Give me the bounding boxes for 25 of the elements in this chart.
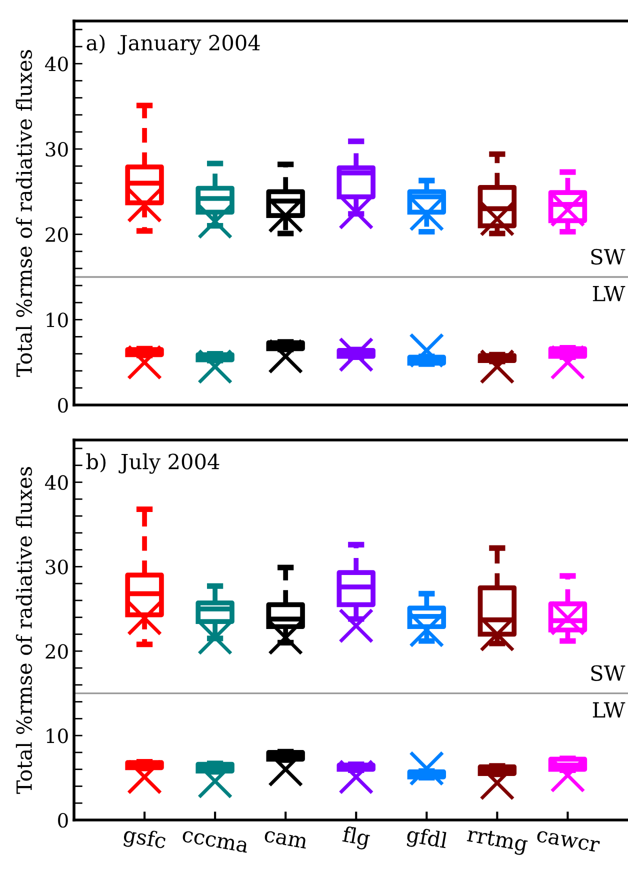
y-axis-title: Total %rmse of radiative fluxes xyxy=(16,50,32,377)
annotation: LW xyxy=(592,702,626,718)
x-tick-label: flg xyxy=(341,826,371,850)
y-tick-label: 20 xyxy=(46,644,68,659)
y-tick-label: 40 xyxy=(44,56,68,72)
y-tick-label: 0 xyxy=(58,398,68,413)
annotation: SW xyxy=(591,665,626,681)
y-tick-label: 10 xyxy=(46,312,68,328)
x-tick-label: rrtmg xyxy=(466,827,528,856)
annotation: LW xyxy=(592,286,626,302)
text: b) July 2004 xyxy=(86,453,220,474)
x-tick-label: cawcr xyxy=(536,830,600,852)
y-tick-label: 0 xyxy=(58,812,68,828)
y-tick-label: 10 xyxy=(46,728,68,744)
y-tick-label: 40 xyxy=(44,475,68,490)
x-tick-label: gsfc xyxy=(122,826,167,854)
y-tick-label: 20 xyxy=(46,227,68,242)
y-tick-label: 30 xyxy=(46,560,68,574)
x-tick-label: cam xyxy=(264,830,308,849)
y-axis-title: Total %rmse of radiative fluxes xyxy=(16,467,32,794)
x-tick-label: gfdl xyxy=(406,826,448,853)
y-tick-label: 30 xyxy=(46,142,68,157)
annotation: SW xyxy=(591,248,626,265)
text: a) January 2004 xyxy=(86,34,260,55)
x-tick-label: cccma xyxy=(182,830,248,853)
